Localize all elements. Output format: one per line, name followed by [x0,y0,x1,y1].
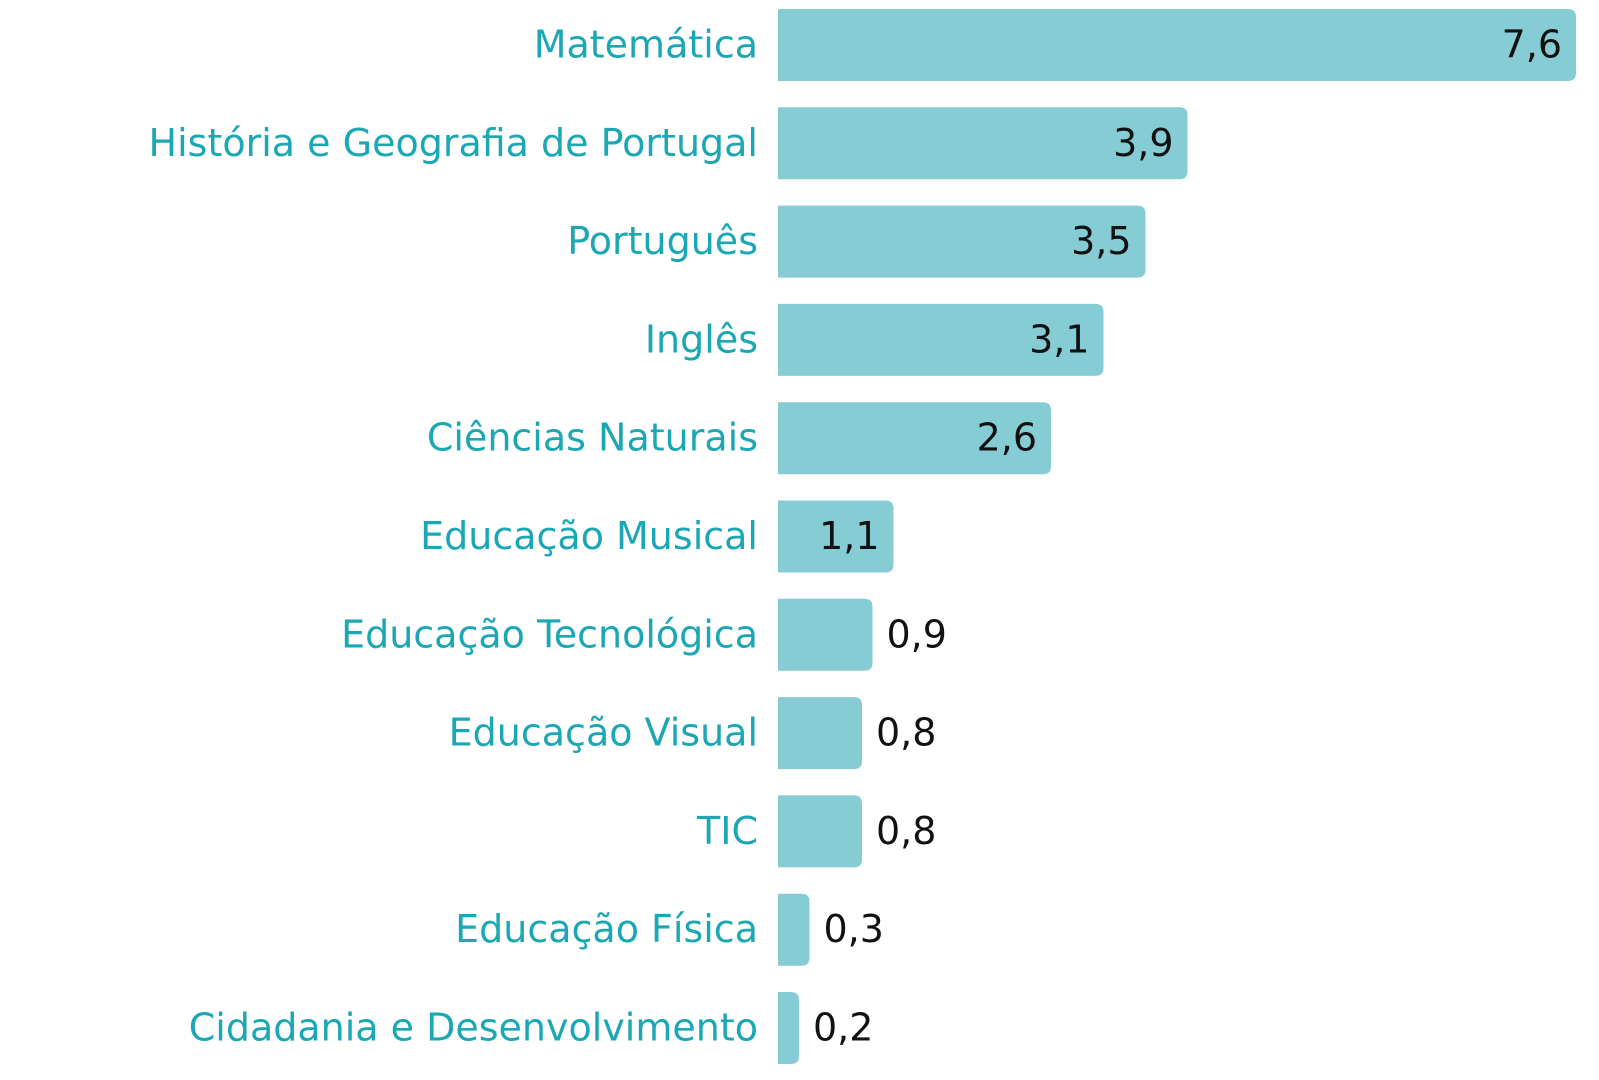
bar [778,107,1188,180]
value-label: 0,8 [876,711,936,755]
bar [778,402,1051,475]
category-label: Educação Musical [420,514,758,558]
value-label: 0,3 [824,907,884,951]
category-label: Matemática [534,23,758,67]
category-label: História e Geografia de Portugal [149,121,758,165]
bar [778,992,799,1064]
bar [778,893,810,966]
value-label: 0,2 [813,1006,873,1050]
category-label: TIC [696,809,758,853]
bar [778,598,873,671]
bar [778,697,862,770]
category-label: Português [567,219,758,263]
value-label: 0,9 [887,612,947,656]
category-label: Educação Visual [449,711,758,755]
value-label: 0,8 [876,809,936,853]
bar [778,500,894,573]
category-label: Inglês [645,317,758,361]
bar [778,303,1104,376]
value-label: 3,1 [1029,317,1089,361]
category-label: Ciências Naturais [427,416,758,460]
bar [778,795,862,868]
value-label: 1,1 [819,514,879,558]
value-label: 7,6 [1502,23,1562,67]
category-label: Educação Tecnológica [341,612,758,656]
value-label: 2,6 [977,416,1037,460]
value-label: 3,5 [1071,219,1131,263]
value-label: 3,9 [1113,121,1173,165]
category-label: Educação Física [455,907,758,951]
category-label: Cidadania e Desenvolvimento [189,1006,758,1050]
bar [778,205,1146,278]
bar [778,9,1576,81]
